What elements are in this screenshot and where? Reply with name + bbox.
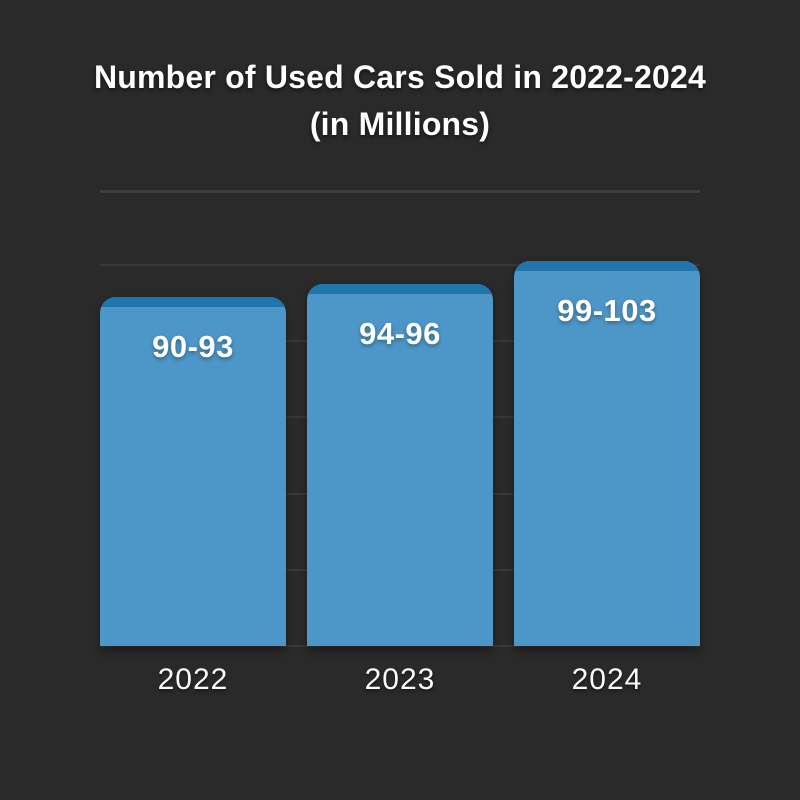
title-divider [100,190,700,193]
bar-value-label: 94-96 [359,316,441,352]
chart-title: Number of Used Cars Sold in 2022-2024 (i… [0,54,800,148]
bar-2023: 94-96 [307,284,493,646]
bar-2024: 99-103 [514,261,700,646]
bar-cap [100,297,286,308]
x-axis: 2022 2023 2024 [0,663,800,707]
bar-cap [514,261,700,272]
x-axis-label-2023: 2023 [364,663,436,696]
chart-title-line1: Number of Used Cars Sold in 2022-2024 [93,59,707,95]
plot-area: 90-93 94-96 99-103 [100,190,700,647]
bar-2022: 90-93 [100,297,286,646]
bar-value-label: 99-103 [557,293,657,329]
gridline [100,264,700,266]
chart-title-line2: (in Millions) [309,106,491,142]
bar-cap [307,284,493,295]
x-axis-label-2024: 2024 [571,663,643,696]
gridline [100,645,700,647]
x-axis-label-2022: 2022 [157,663,229,696]
bar-value-label: 90-93 [152,329,234,365]
